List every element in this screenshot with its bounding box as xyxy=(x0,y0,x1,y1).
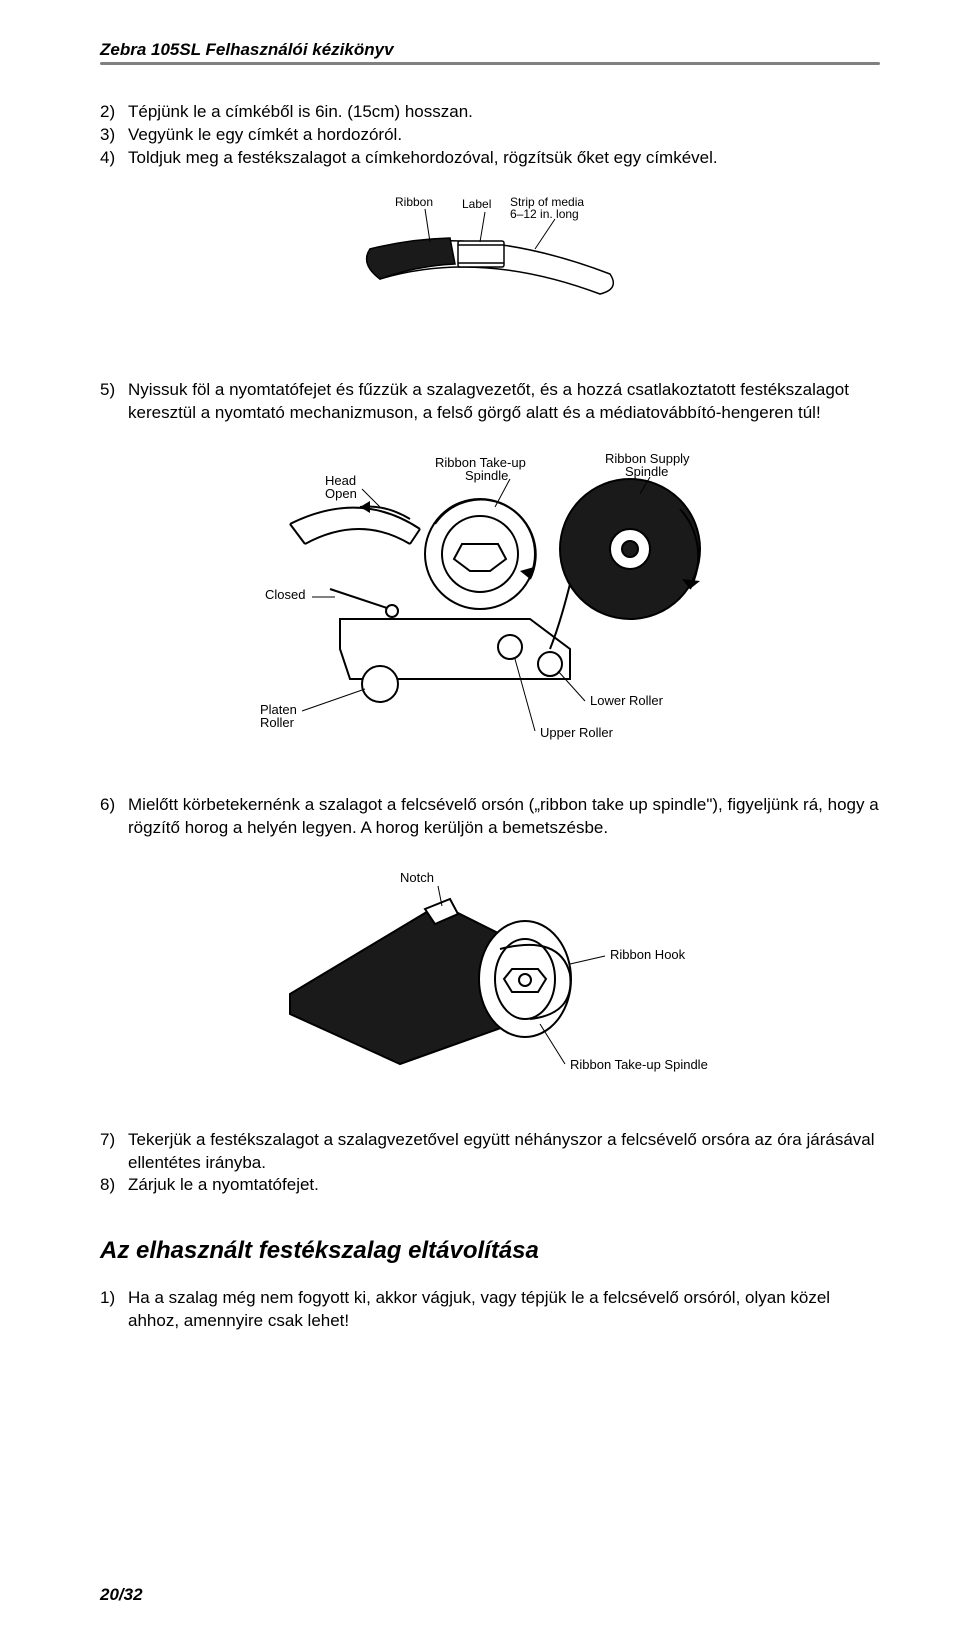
diagram-label: Strip of media 6–12 in. long xyxy=(510,195,587,221)
diagram-label: Lower Roller xyxy=(590,693,664,708)
list-text: Tépjünk le a címkéből is 6in. (15cm) hos… xyxy=(128,101,880,124)
diagram-mechanism: HeadOpen Ribbon Take-upSpindle Ribbon Su… xyxy=(100,449,880,764)
diagram-label: Ribbon Take-up Spindle xyxy=(570,1057,708,1072)
list-number: 5) xyxy=(100,379,128,402)
list-text: Nyissuk föl a nyomtatófejet és fűzzük a … xyxy=(128,379,880,425)
diagram-label: Notch xyxy=(400,870,434,885)
list-item: 2) Tépjünk le a címkéből is 6in. (15cm) … xyxy=(100,101,880,124)
diagram-label: Ribbon Hook xyxy=(610,947,686,962)
steps-block-2: 5) Nyissuk föl a nyomtatófejet és fűzzük… xyxy=(100,379,880,425)
list-text: Zárjuk le a nyomtatófejet. xyxy=(128,1174,880,1197)
header-rule xyxy=(100,62,880,65)
diagram-label: Label xyxy=(462,197,491,211)
list-text: Mielőtt körbetekernénk a szalagot a felc… xyxy=(128,794,880,840)
steps-block-4: 7) Tekerjük a festékszalagot a szalagvez… xyxy=(100,1129,880,1198)
diagram-label: Upper Roller xyxy=(540,725,614,740)
list-item: 5) Nyissuk föl a nyomtatófejet és fűzzük… xyxy=(100,379,880,425)
list-number: 3) xyxy=(100,124,128,147)
list-text: Tekerjük a festékszalagot a szalagvezető… xyxy=(128,1129,880,1175)
list-number: 8) xyxy=(100,1174,128,1197)
list-item: 8) Zárjuk le a nyomtatófejet. xyxy=(100,1174,880,1197)
section-heading: Az elhasznált festékszalag eltávolítása xyxy=(100,1237,880,1265)
removal-block: 1) Ha a szalag még nem fogyott ki, akkor… xyxy=(100,1287,880,1333)
diagram-label: HeadOpen xyxy=(325,473,357,501)
page-container: Zebra 105SL Felhasználói kézikönyv 2) Té… xyxy=(0,0,960,1635)
list-item: 3) Vegyünk le egy címkét a hordozóról. xyxy=(100,124,880,147)
steps-block-3: 6) Mielőtt körbetekernénk a szalagot a f… xyxy=(100,794,880,840)
diagram-label: Closed xyxy=(265,587,305,602)
diagram-label: Ribbon Take-upSpindle xyxy=(435,455,526,483)
diagram-label: Ribbon xyxy=(395,195,433,209)
list-item: 7) Tekerjük a festékszalagot a szalagvez… xyxy=(100,1129,880,1175)
diagram-label: Ribbon SupplySpindle xyxy=(605,451,690,479)
list-number: 4) xyxy=(100,147,128,170)
list-number: 6) xyxy=(100,794,128,817)
list-number: 1) xyxy=(100,1287,128,1310)
list-number: 7) xyxy=(100,1129,128,1152)
list-item: 4) Toldjuk meg a festékszalagot a címkeh… xyxy=(100,147,880,170)
page-footer: 20/32 xyxy=(100,1585,143,1605)
list-item: 6) Mielőtt körbetekernénk a szalagot a f… xyxy=(100,794,880,840)
list-text: Toldjuk meg a festékszalagot a címkehord… xyxy=(128,147,880,170)
list-item: 1) Ha a szalag még nem fogyott ki, akkor… xyxy=(100,1287,880,1333)
diagram-spindle-hook: Notch Ribbon Hook Ribbon Take-up Spindle xyxy=(100,864,880,1099)
list-text: Ha a szalag még nem fogyott ki, akkor vá… xyxy=(128,1287,880,1333)
diagram-ribbon-strip: Ribbon Label Strip of media 6–12 in. lon… xyxy=(100,194,880,349)
list-text: Vegyünk le egy címkét a hordozóról. xyxy=(128,124,880,147)
list-number: 2) xyxy=(100,101,128,124)
document-header-title: Zebra 105SL Felhasználói kézikönyv xyxy=(100,40,880,60)
diagram-label: PlatenRoller xyxy=(260,702,297,730)
steps-block-1: 2) Tépjünk le a címkéből is 6in. (15cm) … xyxy=(100,101,880,170)
